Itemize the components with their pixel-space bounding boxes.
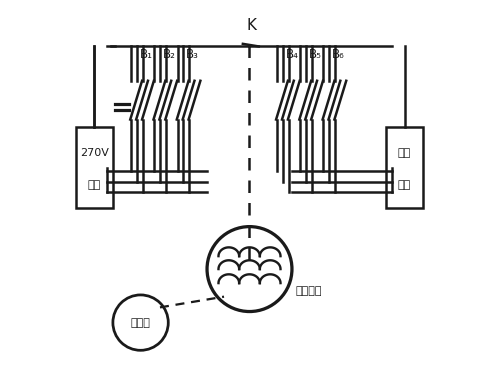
Text: 270V: 270V	[80, 148, 109, 158]
Text: 异步电机: 异步电机	[295, 286, 322, 296]
Text: 负载: 负载	[88, 180, 101, 190]
Text: B₆: B₆	[332, 48, 345, 61]
Text: 发动机: 发动机	[131, 318, 151, 328]
Text: K: K	[247, 18, 256, 33]
Text: B₃: B₃	[186, 48, 199, 61]
Text: B₁: B₁	[140, 48, 153, 61]
Text: B₅: B₅	[309, 48, 322, 61]
Text: B₄: B₄	[286, 48, 298, 61]
Text: 电源: 电源	[398, 180, 411, 190]
Text: 起动: 起动	[398, 148, 411, 158]
FancyBboxPatch shape	[386, 127, 423, 208]
FancyBboxPatch shape	[76, 127, 113, 208]
Text: B₂: B₂	[163, 48, 176, 61]
